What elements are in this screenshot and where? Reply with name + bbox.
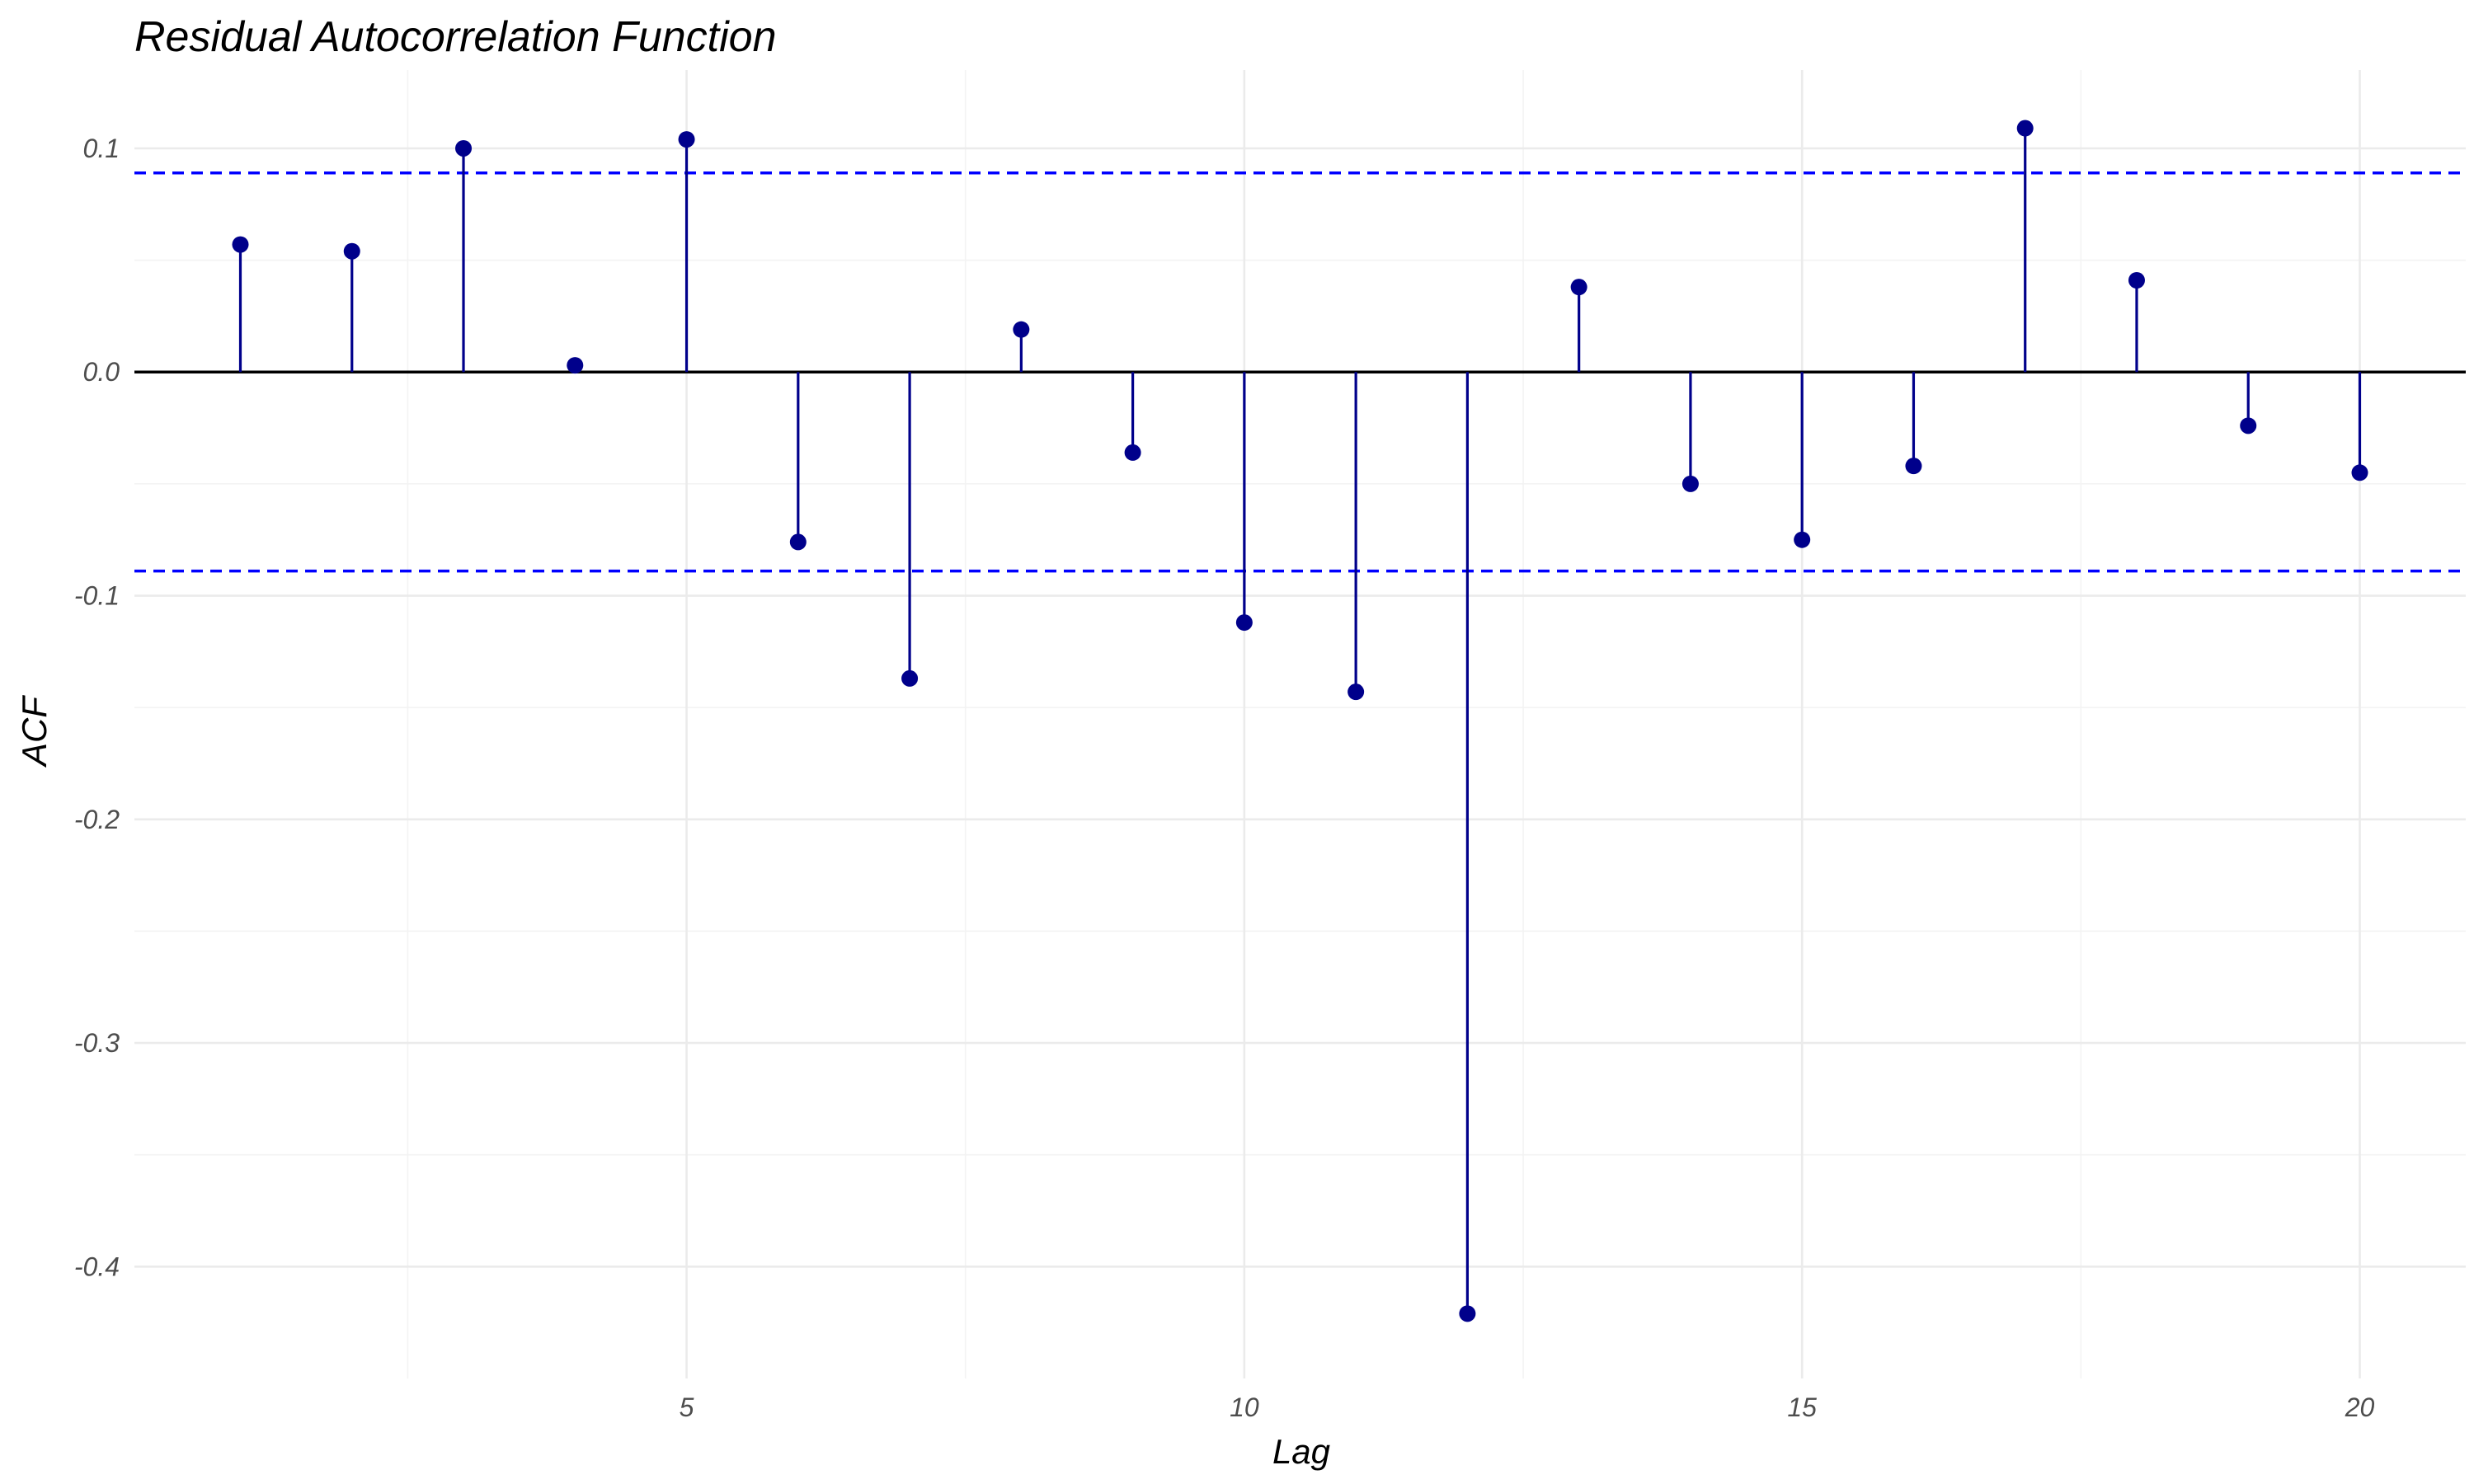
acf-point bbox=[1235, 614, 1253, 632]
grid-layer bbox=[134, 70, 2466, 1378]
acf-point bbox=[343, 242, 360, 260]
acf-point bbox=[1459, 1305, 1476, 1322]
acf-point bbox=[2016, 120, 2034, 137]
y-tick-label: -0.3 bbox=[74, 1028, 120, 1058]
y-tick-label: 0.1 bbox=[83, 134, 120, 163]
point-layer bbox=[232, 120, 2368, 1322]
acf-point bbox=[2240, 417, 2257, 434]
y-axis-label: ACF bbox=[15, 695, 54, 768]
acf-point bbox=[567, 357, 584, 374]
acf-point bbox=[2351, 464, 2368, 481]
acf-point bbox=[455, 139, 473, 157]
y-tick-labels: 0.1 0.0 -0.1 -0.2 -0.3 -0.4 bbox=[74, 134, 120, 1281]
acf-point bbox=[2128, 272, 2145, 289]
x-axis-label: Lag bbox=[1272, 1432, 1330, 1471]
y-tick-label: -0.2 bbox=[74, 805, 120, 834]
acf-point bbox=[1124, 444, 1141, 461]
y-tick-label: -0.1 bbox=[74, 581, 120, 611]
acf-point bbox=[678, 131, 695, 148]
x-tick-label: 15 bbox=[1787, 1392, 1817, 1422]
acf-point bbox=[1348, 683, 1365, 701]
acf-point bbox=[1013, 321, 1030, 338]
acf-point bbox=[901, 669, 919, 687]
x-tick-label: 10 bbox=[1230, 1392, 1259, 1422]
chart-title: Residual Autocorrelation Function bbox=[134, 13, 777, 61]
y-tick-label: 0.0 bbox=[83, 357, 120, 387]
acf-point bbox=[1905, 458, 1922, 475]
acf-point bbox=[1570, 279, 1587, 296]
x-tick-label: 20 bbox=[2345, 1392, 2375, 1422]
acf-point bbox=[1681, 475, 1699, 492]
x-tick-labels: 5 10 15 20 bbox=[680, 1392, 2375, 1422]
x-tick-label: 5 bbox=[680, 1392, 694, 1422]
confidence-bound-layer bbox=[134, 171, 2466, 573]
stem-layer bbox=[238, 128, 2362, 1314]
acf-point bbox=[232, 236, 249, 253]
y-tick-label: -0.4 bbox=[74, 1252, 120, 1281]
acf-point bbox=[789, 533, 807, 551]
acf-point bbox=[1794, 531, 1811, 548]
